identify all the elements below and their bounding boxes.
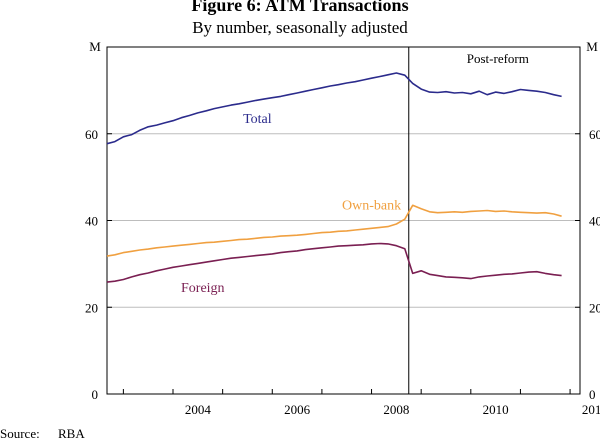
x-tick-label-2012: 2012: [582, 402, 600, 417]
y-tick-label-right: 40: [589, 214, 600, 229]
x-tick-label-2004: 2004: [185, 402, 212, 417]
source-note: Source: RBA: [0, 426, 85, 442]
y-tick-label-left: 60: [85, 127, 98, 142]
y-tick-label-right: 20: [589, 300, 600, 315]
y-unit-left: M: [89, 39, 101, 54]
x-tick-label-2006: 2006: [284, 402, 311, 417]
y-tick-label-left: 20: [85, 300, 98, 315]
series-line-own-bank: [106, 204, 562, 257]
series-label-foreign: Foreign: [181, 281, 225, 296]
gridlines: [107, 133, 580, 308]
y-unit-right: M: [586, 39, 598, 54]
source-value: RBA: [58, 426, 85, 441]
series-label-own-bank: Own-bank: [342, 199, 401, 214]
figure-title: Figure 6: ATM Transactions: [191, 0, 409, 15]
y-tick-label-right: 0: [589, 387, 596, 402]
source-label: Source:: [0, 426, 40, 441]
x-tick-label-2008: 2008: [383, 402, 409, 417]
y-tick-label-right: 60: [589, 127, 600, 142]
y-tick-label-left: 0: [92, 387, 99, 402]
series-label-total: Total: [243, 112, 272, 127]
axis-ticks: 0 0 20 20 40 40 60 60 2004 2006 2008 2010 2012: [85, 127, 600, 417]
series-line-foreign: [106, 242, 562, 283]
series-line-total: [106, 72, 562, 145]
y-tick-label-left: 40: [85, 214, 98, 229]
figure-subtitle: By number, seasonally adjusted: [192, 18, 408, 37]
x-tick-label-2010: 2010: [483, 402, 509, 417]
series-layer: Total Own-bank Foreign: [106, 72, 562, 296]
post-reform-annotation: Post-reform: [467, 51, 529, 66]
